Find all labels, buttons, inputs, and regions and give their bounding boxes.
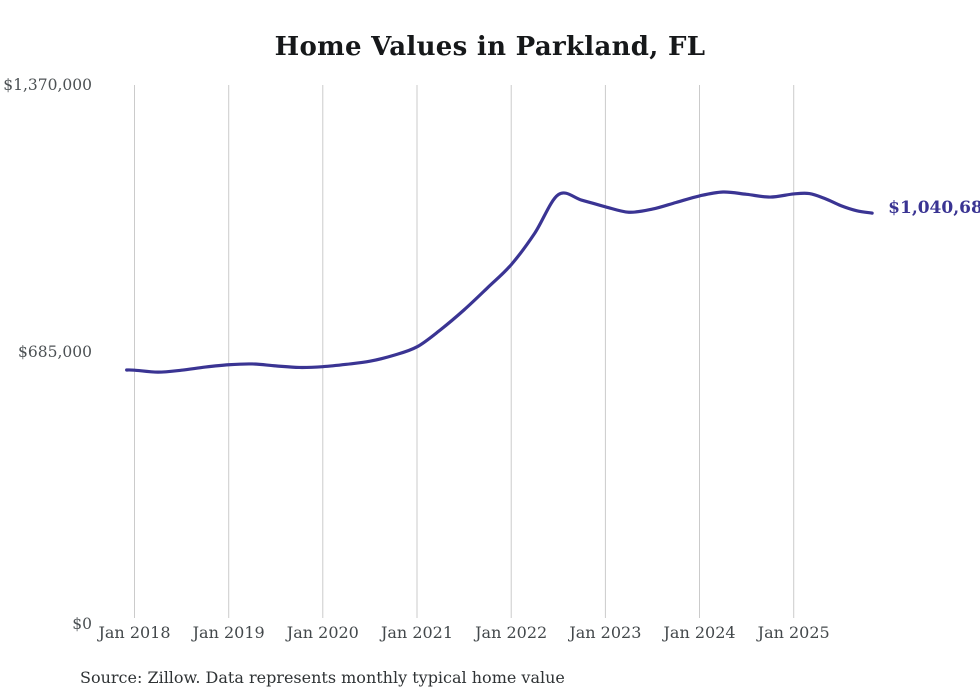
source-note: Source: Zillow. Data represents monthly … bbox=[80, 668, 565, 687]
x-axis-tick-label: Jan 2020 bbox=[286, 623, 359, 642]
x-axis-tick-label: Jan 2021 bbox=[380, 623, 454, 642]
y-axis-tick-label: $685,000 bbox=[18, 342, 92, 361]
x-axis-tick-label: Jan 2022 bbox=[475, 623, 548, 642]
x-axis-tick-label: Jan 2018 bbox=[98, 623, 171, 642]
x-axis-tick-label: Jan 2023 bbox=[569, 623, 642, 642]
gridlines bbox=[134, 85, 795, 618]
home-value-line-series bbox=[125, 190, 874, 374]
y-axis-tick-label: $1,370,000 bbox=[3, 76, 92, 94]
chart-title: Home Values in Parkland, FL bbox=[274, 32, 706, 62]
x-axis-tick-label: Jan 2019 bbox=[192, 623, 265, 642]
x-axis-tick-label: Jan 2024 bbox=[663, 623, 736, 642]
latest-value-label: $1,040,689 bbox=[888, 198, 980, 219]
x-axis-tick-label: Jan 2025 bbox=[757, 623, 830, 642]
y-axis-tick-label: $0 bbox=[72, 615, 92, 633]
